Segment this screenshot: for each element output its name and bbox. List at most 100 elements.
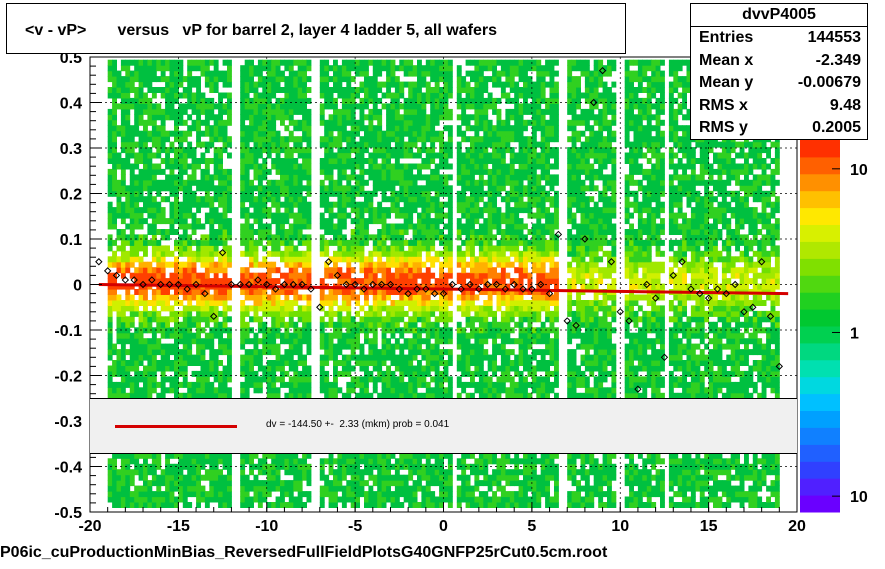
heatmap-cell (213, 485, 219, 492)
heatmap-cell (156, 114, 162, 121)
heatmap-cell (125, 316, 131, 323)
heatmap-cell (447, 485, 453, 492)
heatmap-cell (182, 272, 188, 279)
heatmap-cell (200, 152, 206, 159)
heatmap-cell (386, 229, 391, 235)
heatmap-cell (174, 97, 179, 104)
heatmap-cell (447, 496, 453, 503)
heatmap-cell (386, 130, 391, 137)
heatmap-cell (249, 354, 254, 361)
heatmap-cell (372, 147, 378, 154)
heatmap-cell (399, 502, 405, 508)
heatmap-cell (302, 360, 307, 366)
heatmap-cell (275, 87, 281, 93)
heatmap-cell (200, 234, 206, 241)
heatmap-cell (213, 332, 219, 339)
heatmap-cell (390, 163, 396, 170)
heatmap-cell (381, 360, 387, 366)
heatmap-cell (293, 338, 299, 345)
heatmap-cell (218, 491, 223, 498)
heatmap-cell (328, 218, 334, 225)
heatmap-cell (200, 185, 206, 192)
heatmap-cell (430, 130, 436, 137)
heatmap-cell (302, 387, 307, 394)
heatmap-cell (266, 196, 272, 203)
heatmap-cell (355, 458, 360, 465)
heatmap-cell (120, 125, 126, 132)
heatmap-cell (244, 168, 250, 175)
heatmap-cell (364, 70, 369, 77)
heatmap-cell (262, 458, 268, 465)
heatmap-cell (390, 179, 396, 186)
heatmap-cell (262, 272, 268, 279)
heatmap-cell (160, 480, 166, 487)
heatmap-cell (213, 474, 219, 481)
heatmap-cell (191, 179, 197, 186)
heatmap-cell (333, 349, 338, 356)
heatmap-cell (302, 163, 307, 170)
heatmap-cell (204, 76, 210, 83)
heatmap-cell (209, 387, 215, 394)
heatmap-cell (182, 234, 188, 241)
heatmap-cell (253, 480, 259, 487)
heatmap-cell (178, 76, 184, 83)
heatmap-cell (386, 261, 391, 268)
heatmap-cell (350, 168, 356, 175)
heatmap-cell (443, 163, 449, 170)
heatmap-cell (227, 136, 232, 143)
heatmap-cell (350, 387, 356, 394)
heatmap-cell (107, 278, 113, 285)
heatmap-cell (187, 354, 193, 361)
heatmap-cell (288, 261, 294, 268)
heatmap-cell (191, 474, 197, 481)
heatmap-cell (151, 245, 157, 252)
heatmap-cell (368, 125, 374, 132)
heatmap-cell (174, 125, 179, 132)
heatmap-cell (120, 97, 126, 104)
heatmap-cell (204, 201, 210, 208)
heatmap-cell (319, 327, 325, 334)
heatmap-cell (324, 245, 330, 252)
heatmap-cell (182, 321, 188, 328)
heatmap-cell (430, 185, 436, 192)
heatmap-cell (253, 108, 259, 115)
heatmap-cell (147, 76, 153, 83)
heatmap-cell (333, 185, 338, 192)
heatmap-cell (266, 103, 272, 110)
heatmap-cell (394, 343, 400, 350)
heatmap-cell (143, 387, 148, 394)
heatmap-cell (218, 97, 223, 104)
heatmap-cell (328, 289, 334, 295)
heatmap-cell (280, 190, 285, 197)
heatmap-cell (120, 485, 126, 492)
heatmap-cell (165, 474, 170, 481)
heatmap-cell (408, 87, 414, 93)
heatmap-cell (394, 321, 400, 328)
heatmap-cell (346, 65, 352, 72)
heatmap-cell (271, 87, 277, 93)
heatmap-cell (333, 332, 338, 339)
heatmap-cell (350, 502, 356, 508)
heatmap-cell (138, 502, 144, 508)
heatmap-cell (125, 485, 131, 492)
heatmap-cell (257, 59, 263, 66)
heatmap-cell (408, 97, 414, 104)
heatmap-cell (372, 272, 378, 279)
heatmap-cell (134, 491, 140, 498)
heatmap-cell (151, 305, 157, 312)
heatmap-cell (143, 376, 148, 383)
heatmap-cell (253, 114, 259, 121)
heatmap-cell (341, 136, 347, 143)
heatmap-cell (174, 152, 179, 159)
heatmap-cell (319, 92, 325, 99)
heatmap-cell (430, 158, 436, 164)
heatmap-cell (134, 130, 140, 137)
heatmap-cell (390, 76, 396, 83)
heatmap-cell (227, 387, 232, 394)
heatmap-cell (341, 250, 347, 257)
heatmap-cell (346, 294, 352, 301)
heatmap-cell (439, 300, 444, 306)
heatmap-cell (447, 229, 453, 235)
heatmap-cell (408, 250, 414, 257)
heatmap-cell (328, 267, 334, 274)
